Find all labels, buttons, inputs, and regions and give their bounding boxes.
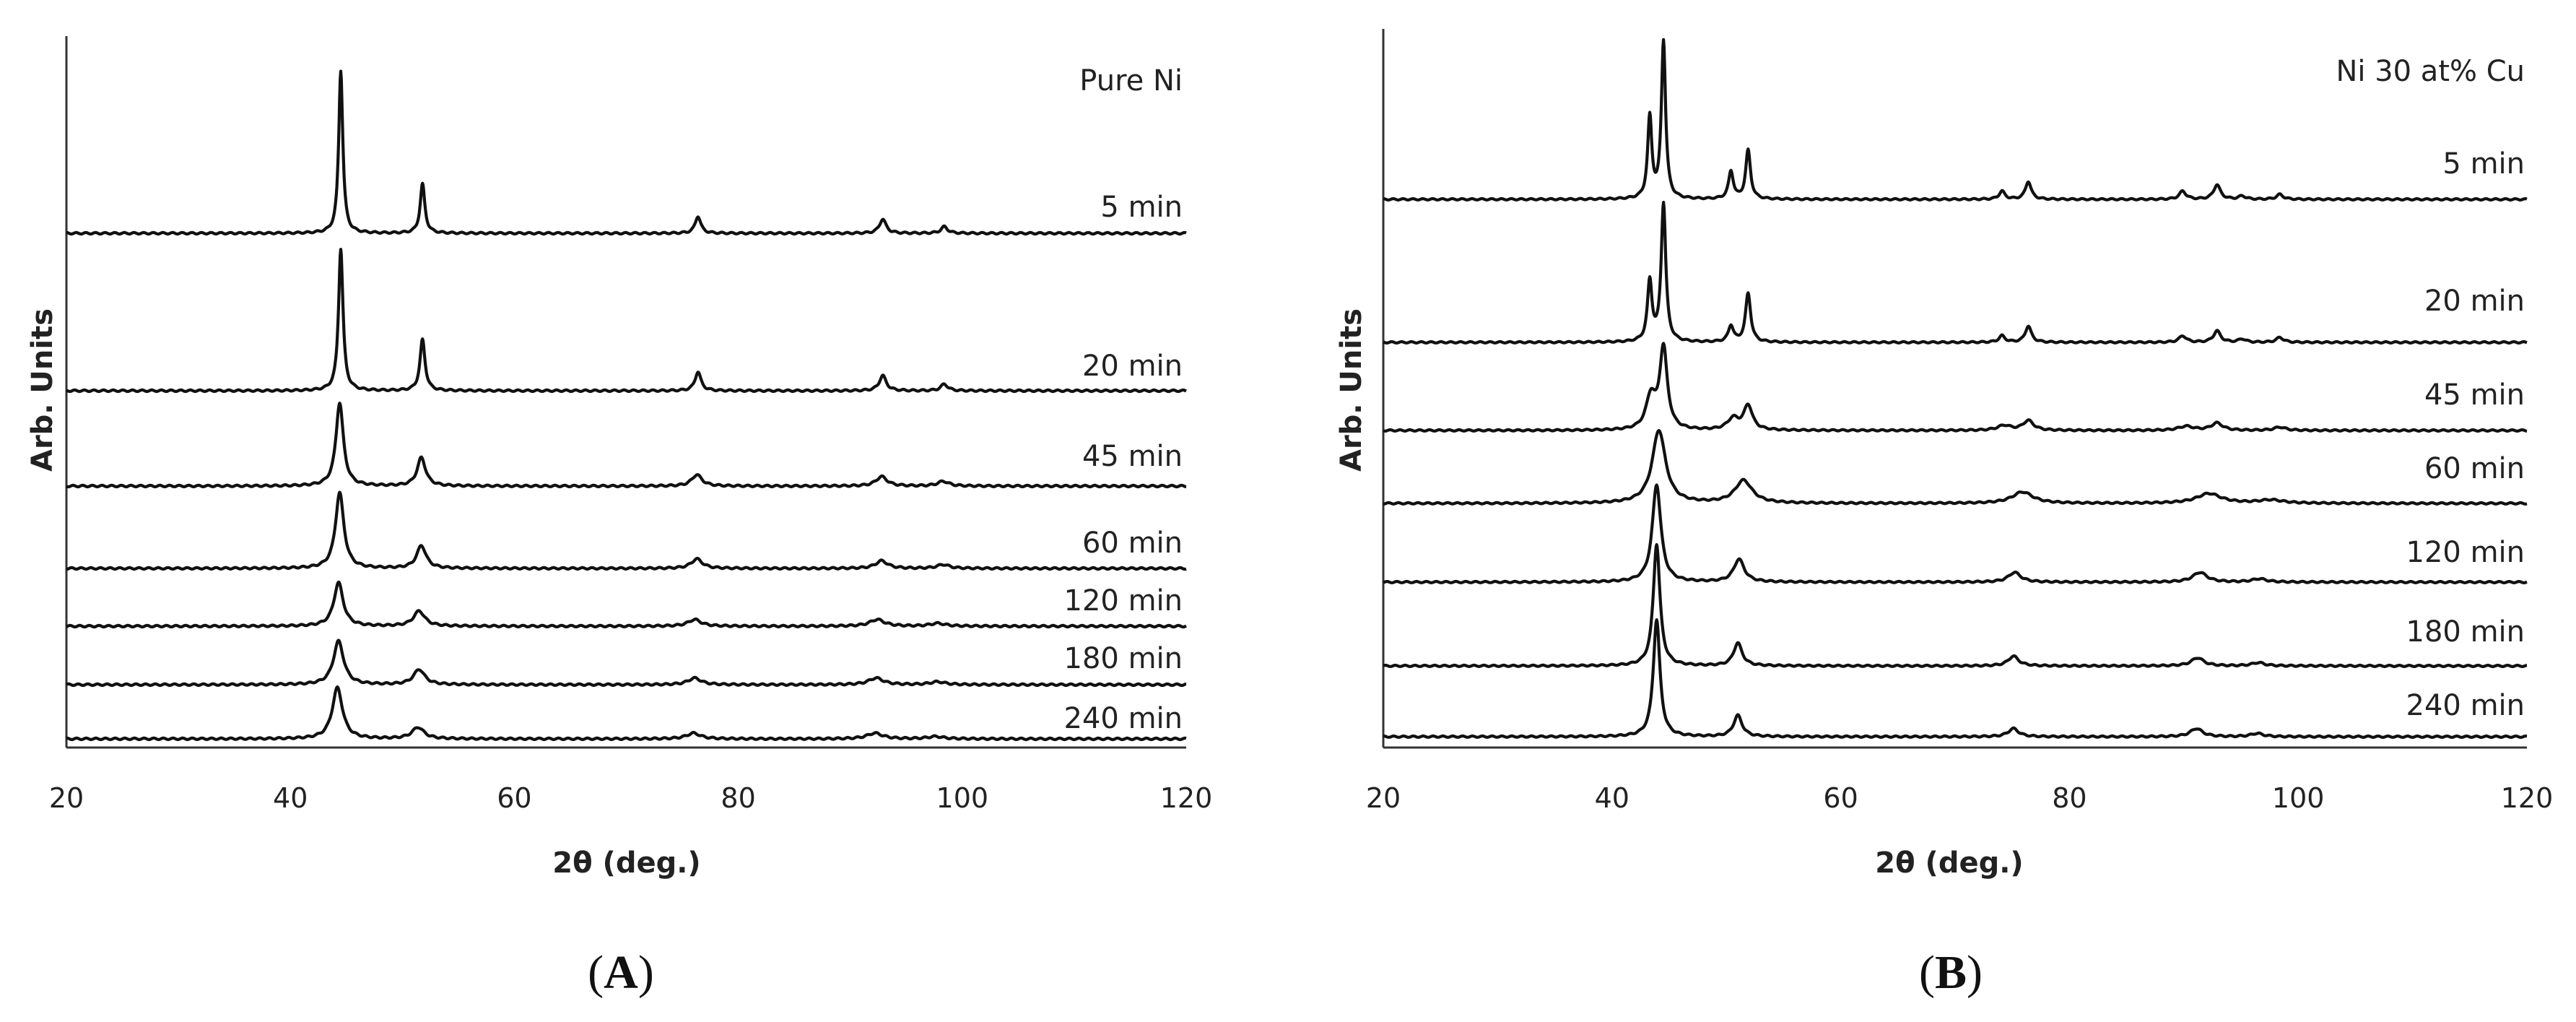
x-tick-label: 20 <box>1366 782 1401 814</box>
panel-a-y-axis-title: Arb. Units <box>26 308 59 472</box>
series-label: 5 min <box>2442 147 2525 181</box>
x-tick-label: 60 <box>1823 782 1858 814</box>
series-label: 180 min <box>1064 642 1183 675</box>
series-label: 180 min <box>2406 615 2525 649</box>
series-label: 60 min <box>1082 527 1183 560</box>
x-tick-label: 100 <box>936 782 989 814</box>
series-label: 120 min <box>2406 536 2525 569</box>
series-label: 240 min <box>1064 702 1183 735</box>
trace-20-min <box>1382 201 2528 345</box>
panel-a-title: Pure Ni <box>1079 64 1183 98</box>
trace-240-min <box>1382 618 2528 740</box>
x-tick-label: 40 <box>273 782 308 814</box>
trace-60-min <box>65 490 1188 571</box>
trace-60-min <box>1382 428 2528 506</box>
series-label: 20 min <box>2424 285 2525 318</box>
x-tick-label: 120 <box>1160 782 1213 814</box>
x-tick-label: 60 <box>497 782 531 814</box>
series-label: 5 min <box>1100 191 1183 224</box>
trace-45-min <box>65 402 1188 489</box>
panel-b: Arb. Units 20 40 60 80 100 120 2θ (deg.) Ni 3… <box>1335 29 2553 999</box>
panel-a-x-axis-title: 2θ (deg.) <box>552 846 700 880</box>
trace-120-min <box>65 580 1188 629</box>
trace-5-min <box>65 69 1188 236</box>
trace-20-min <box>65 248 1188 394</box>
trace-180-min <box>65 638 1188 688</box>
panel-b-x-tick-labels: 20 40 60 80 100 120 <box>1366 782 2553 814</box>
series-label: 45 min <box>2424 378 2525 412</box>
panel-b-y-axis-title: Arb. Units <box>1335 308 1368 472</box>
x-tick-label: 80 <box>721 782 755 814</box>
trace-180-min <box>1382 542 2528 669</box>
panel-a: Arb. Units 20 40 60 80 100 120 2θ (deg.) Pure… <box>26 36 1212 999</box>
trace-45-min <box>1382 342 2528 433</box>
x-tick-label: 120 <box>2501 782 2554 814</box>
x-tick-label: 20 <box>49 782 84 814</box>
panel-b-traces: 5 min 20 min 45 min 60 min 120 min 180 min 240… <box>1382 38 2528 740</box>
panel-b-letter: B <box>1935 946 1967 999</box>
series-label: 240 min <box>2406 689 2525 722</box>
trace-120-min <box>1382 483 2528 585</box>
panel-a-traces: 5 min 20 min 45 min 60 min 120 min 180 min 240… <box>65 69 1188 742</box>
series-label: 60 min <box>2424 452 2525 485</box>
panel-a-letter: A <box>604 946 638 999</box>
x-tick-label: 100 <box>2272 782 2325 814</box>
trace-5-min <box>1382 38 2528 202</box>
series-label: 120 min <box>1064 584 1183 618</box>
x-tick-label: 80 <box>2052 782 2087 814</box>
series-label: 45 min <box>1082 440 1183 473</box>
panel-b-label: (B) <box>1919 946 1983 999</box>
panel-a-label: (A) <box>588 946 654 999</box>
series-label: 20 min <box>1082 350 1183 383</box>
panel-a-x-tick-labels: 20 40 60 80 100 120 <box>49 782 1212 814</box>
trace-240-min <box>65 685 1188 742</box>
x-tick-label: 40 <box>1595 782 1629 814</box>
panel-b-title: Ni 30 at% Cu <box>2336 55 2525 88</box>
panel-b-x-axis-title: 2θ (deg.) <box>1875 846 2023 880</box>
